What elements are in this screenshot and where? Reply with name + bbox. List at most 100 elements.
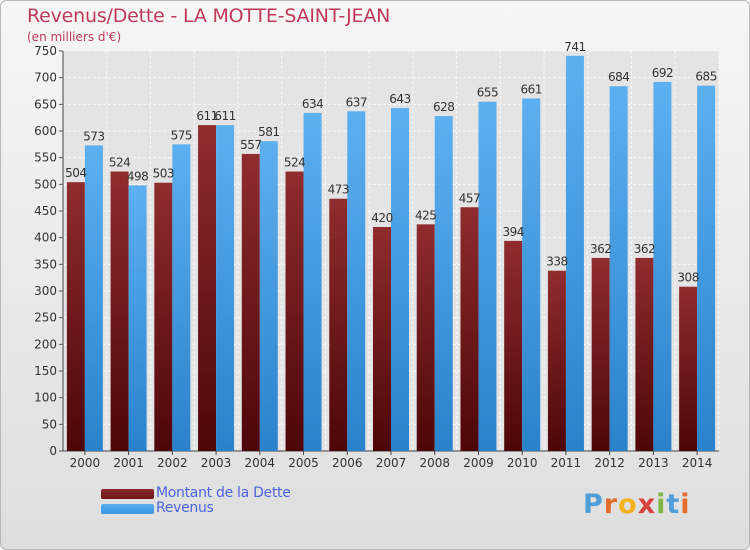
value-label-revenus: 575 (171, 128, 192, 142)
value-label-dette: 362 (634, 242, 655, 256)
bar-revenus (609, 86, 628, 451)
bar-dette (241, 153, 260, 451)
bar-revenus (347, 111, 366, 452)
x-tick-label: 2004 (245, 456, 276, 470)
y-tick-label: 700 (34, 71, 57, 85)
bar-dette (373, 227, 391, 451)
value-label-dette: 557 (240, 138, 261, 152)
bar-dette (504, 240, 523, 451)
value-label-revenus: 637 (346, 95, 367, 109)
x-tick-label: 2009 (463, 456, 494, 470)
y-tick-label: 750 (34, 44, 57, 58)
bar-dette (591, 257, 610, 451)
bar-dette (460, 207, 479, 451)
y-tick-label: 300 (34, 284, 57, 298)
value-label-revenus: 655 (477, 86, 498, 100)
y-tick-label: 200 (34, 337, 57, 351)
value-label-revenus: 573 (83, 129, 104, 143)
x-tick-label: 2002 (157, 456, 188, 470)
value-label-dette: 362 (590, 242, 611, 256)
value-label-revenus: 634 (302, 97, 323, 111)
legend-swatch-revenus (101, 504, 154, 514)
x-tick-label: 2003 (201, 456, 232, 470)
bar-dette (66, 182, 85, 451)
value-label-dette: 524 (284, 156, 305, 170)
x-tick-label: 2001 (113, 456, 144, 470)
bar-revenus (172, 144, 191, 452)
x-tick-label: 2005 (288, 456, 319, 470)
x-tick-label: 2011 (551, 456, 582, 470)
value-label-dette: 611 (196, 109, 217, 123)
value-label-dette: 524 (109, 156, 130, 170)
chart-subtitle: (en milliers d'€) (27, 30, 122, 44)
y-tick-label: 0 (49, 444, 57, 458)
bar-revenus (434, 116, 453, 452)
x-tick-label: 2010 (507, 456, 538, 470)
value-label-dette: 473 (328, 183, 349, 197)
y-tick-label: 50 (42, 417, 57, 431)
value-label-dette: 425 (415, 208, 436, 222)
value-label-revenus: 661 (520, 82, 541, 96)
y-tick-label: 600 (34, 124, 57, 138)
bar-revenus (697, 85, 716, 452)
value-label-revenus: 643 (389, 92, 410, 106)
chart-title: Revenus/Dette - LA MOTTE-SAINT-JEAN (27, 5, 391, 27)
bar-dette (329, 198, 348, 451)
value-label-revenus: 611 (214, 109, 235, 123)
bar-dette (679, 286, 698, 451)
y-tick-label: 550 (34, 151, 57, 165)
value-label-revenus: 692 (652, 66, 673, 80)
bar-revenus (216, 125, 235, 451)
bar-dette (416, 224, 435, 451)
proxiti-logo: Proxiti (583, 489, 691, 520)
value-label-revenus: 628 (433, 100, 454, 114)
legend-label-dette: Montant de la Dette (156, 485, 291, 501)
x-tick-label: 2006 (332, 456, 363, 470)
bar-dette (110, 171, 129, 452)
y-tick-label: 450 (34, 204, 57, 218)
x-tick-label: 2014 (682, 456, 713, 470)
bar-revenus (565, 55, 584, 452)
y-tick-label: 500 (34, 177, 57, 191)
y-tick-label: 100 (34, 391, 57, 405)
bar-dette (154, 182, 173, 451)
value-label-dette: 503 (153, 167, 174, 181)
bar-revenus (259, 141, 278, 451)
value-label-revenus: 581 (258, 125, 279, 139)
y-tick-label: 350 (34, 257, 57, 271)
value-label-dette: 420 (371, 211, 392, 225)
x-tick-label: 2008 (419, 456, 450, 470)
x-tick-label: 2007 (376, 456, 407, 470)
bar-dette (635, 257, 654, 451)
value-label-dette: 504 (65, 166, 86, 180)
y-tick-label: 650 (34, 97, 57, 111)
bar-revenus (391, 108, 409, 452)
bar-revenus (478, 101, 497, 452)
bar-dette (198, 125, 217, 451)
bar-revenus (522, 98, 541, 451)
value-label-dette: 457 (459, 191, 480, 205)
bar-dette (547, 270, 566, 451)
x-tick-label: 2013 (638, 456, 669, 470)
bar-revenus (128, 185, 147, 451)
y-tick-label: 250 (34, 311, 57, 325)
bar-dette (285, 171, 304, 452)
value-label-revenus: 498 (127, 169, 148, 183)
value-label-revenus: 684 (608, 70, 629, 84)
bar-revenus (84, 145, 103, 451)
value-label-dette: 338 (546, 255, 567, 269)
value-label-dette: 394 (502, 225, 523, 239)
legend-label-revenus: Revenus (156, 500, 214, 516)
bar-revenus (653, 81, 672, 451)
legend-swatch-dette (101, 489, 154, 499)
x-tick-label: 2012 (594, 456, 625, 470)
value-label-dette: 308 (677, 271, 698, 285)
value-label-revenus: 741 (564, 40, 585, 54)
x-tick-label: 2000 (70, 456, 101, 470)
y-tick-label: 400 (34, 231, 57, 245)
value-label-revenus: 685 (695, 70, 716, 84)
y-tick-label: 150 (34, 364, 57, 378)
bar-revenus (303, 112, 322, 451)
